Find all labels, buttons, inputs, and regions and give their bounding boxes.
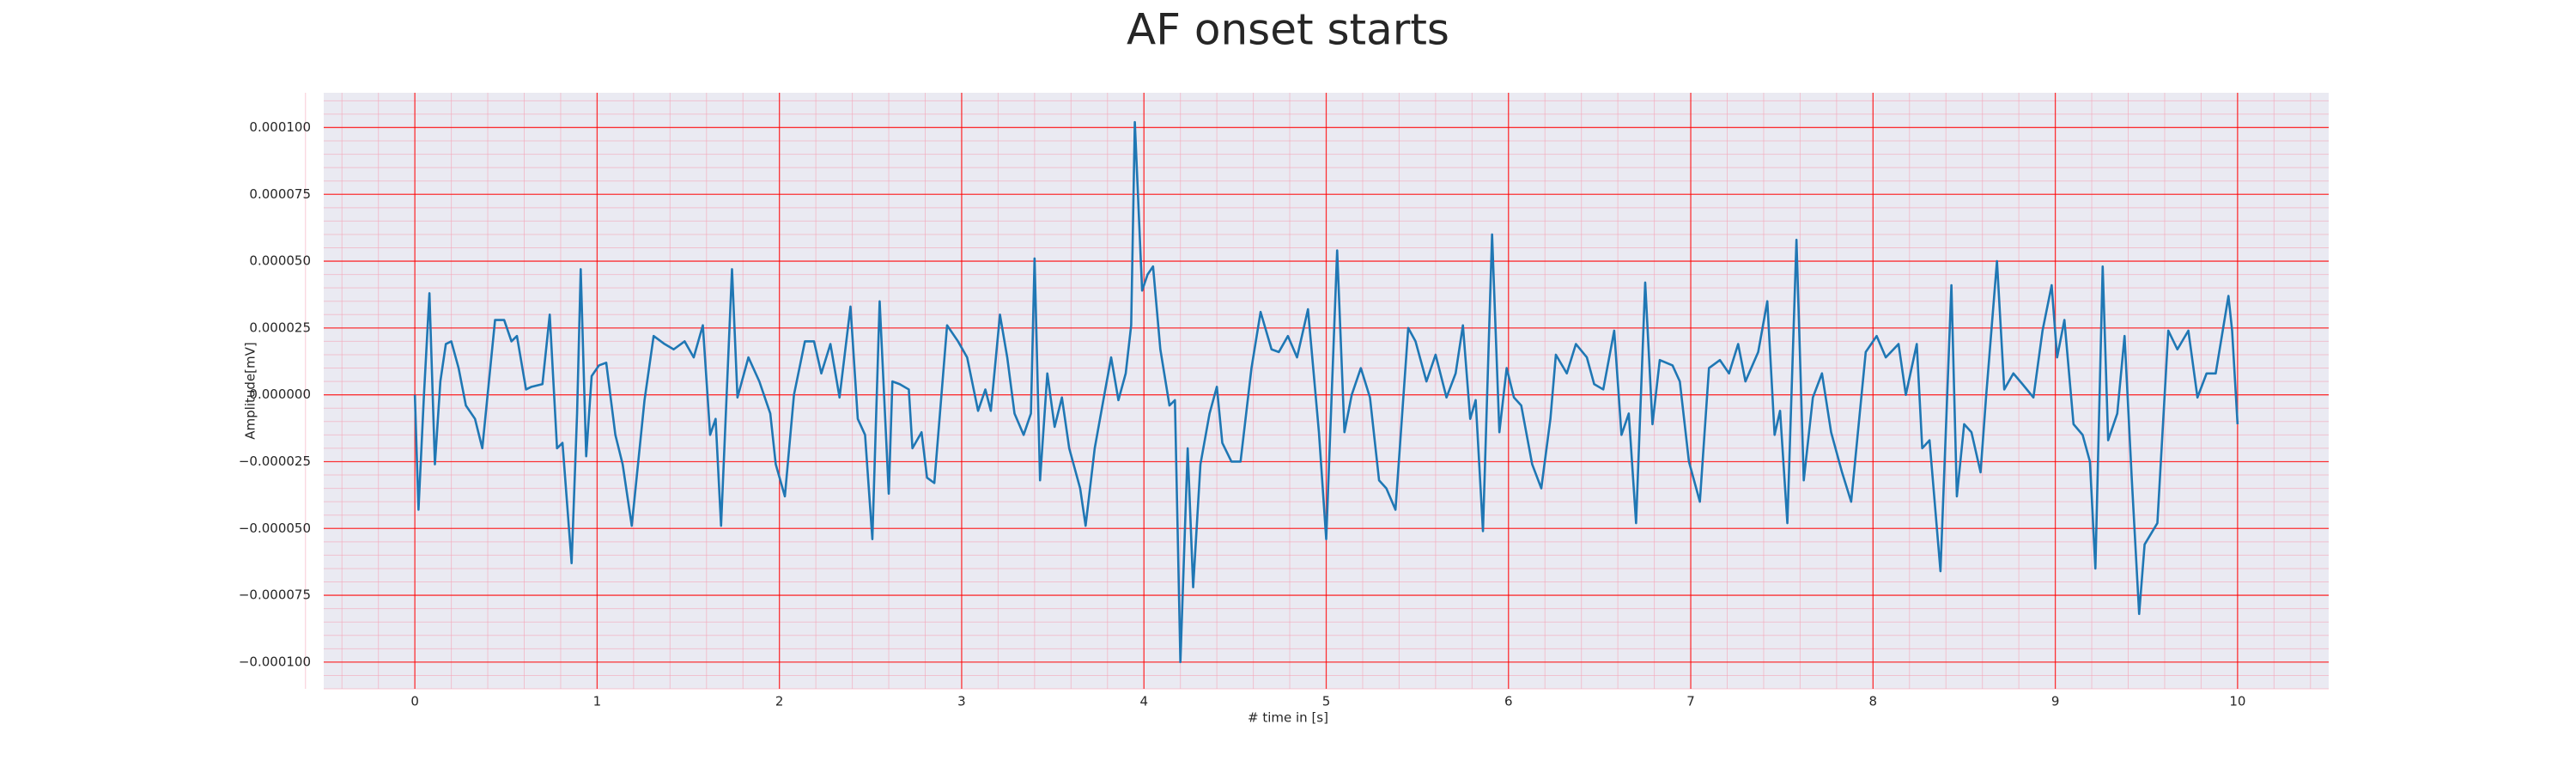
- y-tick-label: −0.000100: [239, 654, 311, 669]
- y-tick-label: 0.000075: [249, 186, 311, 202]
- signal-line: [413, 120, 2239, 664]
- x-tick-label: 6: [1504, 694, 1513, 709]
- x-tick-label: 1: [593, 694, 602, 709]
- x-tick-label: 4: [1139, 694, 1148, 709]
- x-tick-label: 8: [1869, 694, 1878, 709]
- chart-title: AF onset starts: [1127, 5, 1449, 55]
- x-tick-label: 2: [775, 694, 784, 709]
- y-axis-label: Amplitude[mV]: [243, 342, 258, 439]
- x-axis-label: # time in [s]: [1248, 710, 1328, 726]
- x-tick-label: 10: [2229, 694, 2245, 709]
- x-tick-label: 3: [957, 694, 966, 709]
- x-tick-label: 0: [410, 694, 419, 709]
- y-tick-label: −0.000050: [239, 520, 311, 536]
- x-tick-label: 7: [1686, 694, 1695, 709]
- x-tick-label: 9: [2051, 694, 2060, 709]
- y-tick-label: −0.000025: [239, 453, 311, 469]
- y-tick-label: −0.000075: [239, 587, 311, 603]
- y-tick-label: 0.000000: [249, 386, 311, 402]
- y-tick-label: 0.000025: [249, 320, 311, 335]
- y-tick-label: 0.000100: [249, 119, 311, 135]
- x-tick-label: 5: [1322, 694, 1331, 709]
- y-tick-label: 0.000050: [249, 253, 311, 269]
